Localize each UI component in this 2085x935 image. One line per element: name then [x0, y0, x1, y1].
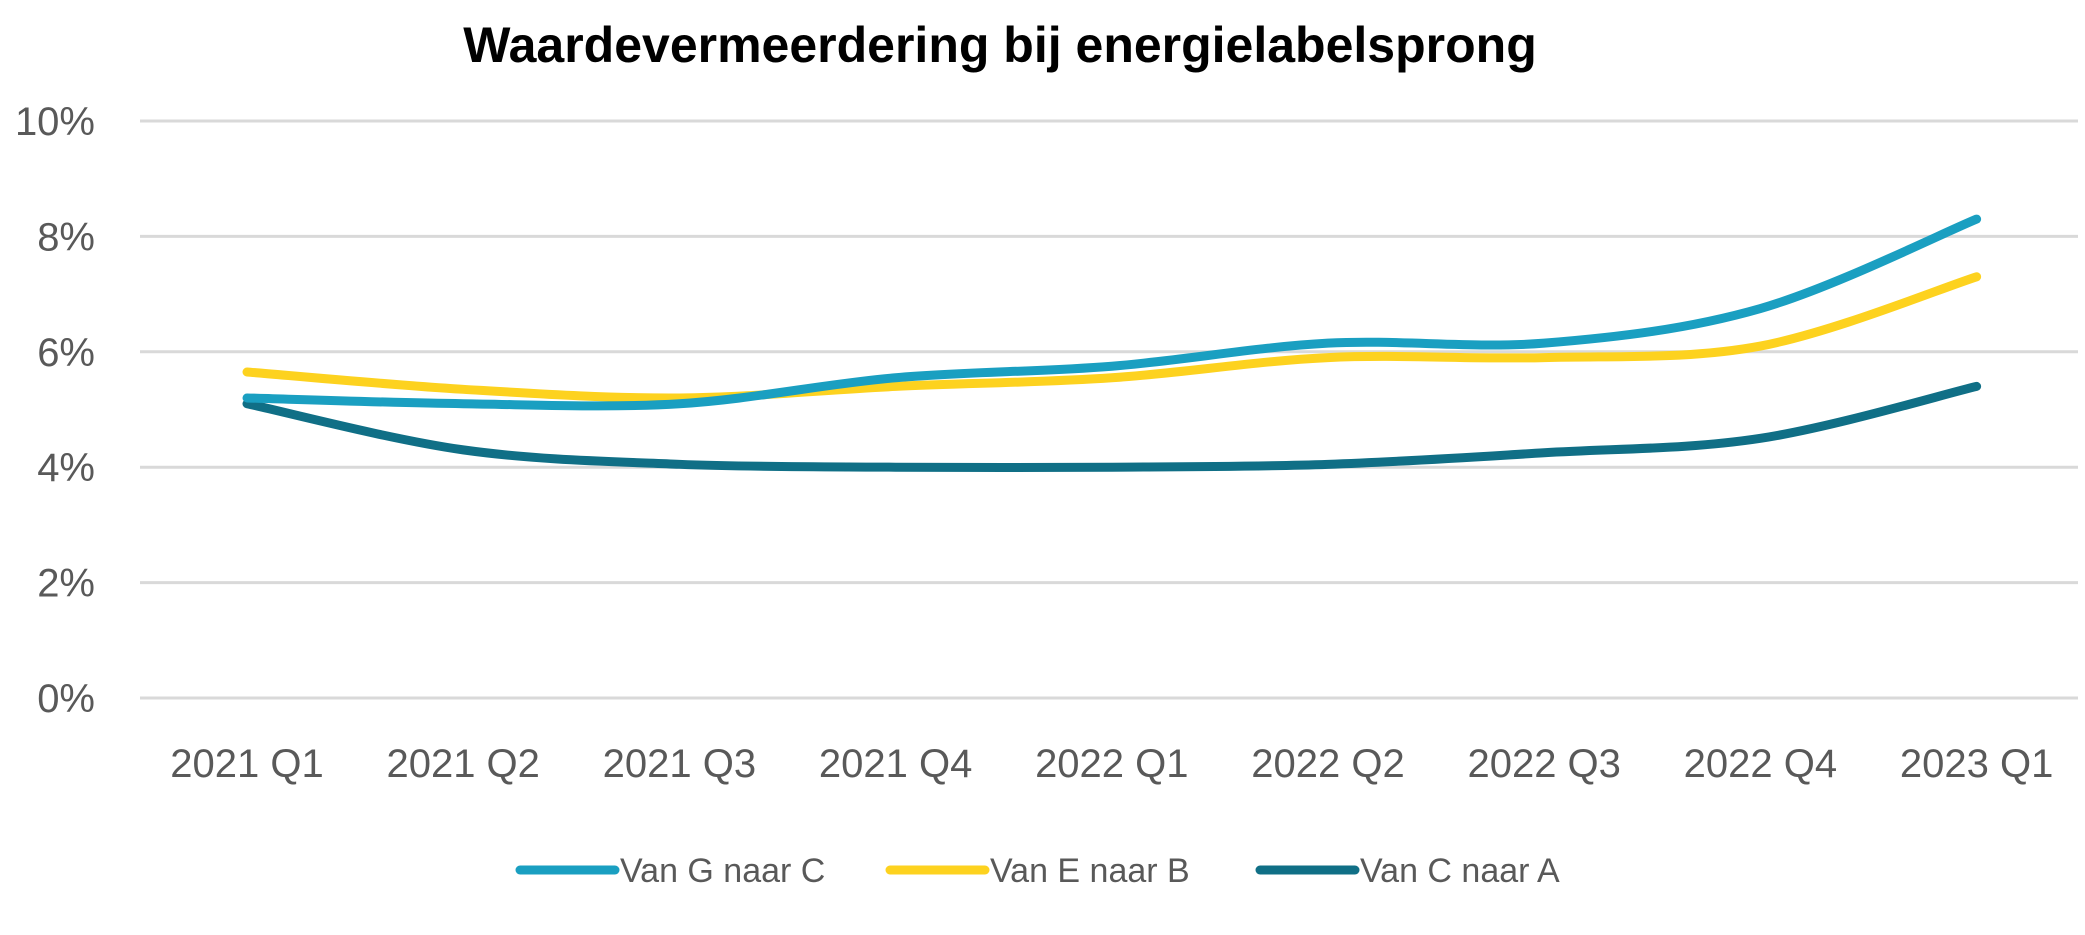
legend: Van G naar C Van E naar B Van C naar A [515, 852, 1560, 890]
series-line [242, 214, 1982, 411]
chart-title: Waardevermeerdering bij energielabelspro… [463, 17, 1537, 73]
legend-item: Van E naar B [885, 852, 1190, 890]
gridlines [140, 119, 2078, 700]
y-axis-ticks: 0% 2% 4% 6% 8% 10% [15, 100, 95, 721]
x-tick-label: 2021 Q3 [603, 742, 756, 786]
y-tick-label: 6% [37, 331, 95, 375]
legend-item: Van G naar C [515, 852, 825, 890]
y-tick-label: 4% [37, 446, 95, 490]
x-axis-ticks: 2021 Q1 2021 Q2 2021 Q3 2021 Q4 2022 Q1 2022 … [170, 742, 2053, 786]
x-tick-label: 2022 Q4 [1684, 742, 1837, 786]
x-tick-label: 2022 Q3 [1467, 742, 1620, 786]
y-tick-label: 8% [37, 215, 95, 259]
y-tick-label: 2% [37, 562, 95, 606]
series-line [242, 272, 1982, 403]
x-tick-label: 2023 Q1 [1900, 742, 2053, 786]
legend-label: Van E naar B [990, 852, 1190, 890]
x-tick-label: 2022 Q1 [1035, 742, 1188, 786]
legend-label: Van G naar C [620, 852, 825, 890]
y-tick-label: 0% [37, 677, 95, 721]
x-tick-label: 2021 Q2 [386, 742, 539, 786]
x-tick-label: 2021 Q1 [170, 742, 323, 786]
legend-item: Van C naar A [1255, 852, 1560, 890]
x-tick-label: 2022 Q2 [1251, 742, 1404, 786]
series-line [242, 381, 1982, 473]
x-tick-label: 2021 Q4 [819, 742, 972, 786]
legend-label: Van C naar A [1360, 852, 1560, 890]
y-tick-label: 10% [15, 100, 95, 144]
series-lines [242, 214, 1982, 473]
